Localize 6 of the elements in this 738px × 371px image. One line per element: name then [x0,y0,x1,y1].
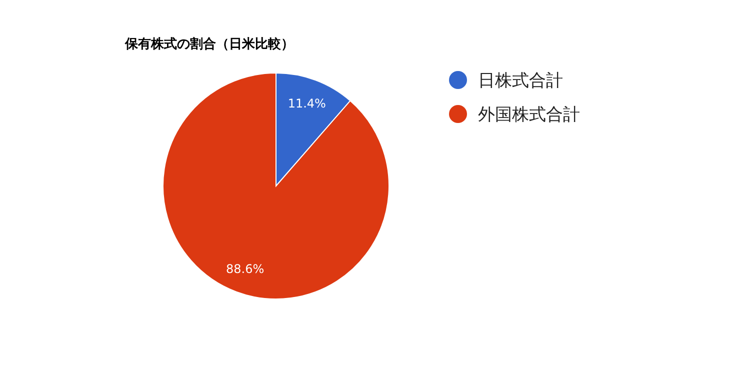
pie-slice [162,72,390,300]
data-label: 88.6% [226,262,264,276]
legend-label: 日株式合計 [478,70,563,91]
legend-label: 外国株式合計 [478,104,580,125]
chart-title: 保有株式の割合（日米比較） [124,36,294,52]
data-label: 11.4% [288,96,326,111]
